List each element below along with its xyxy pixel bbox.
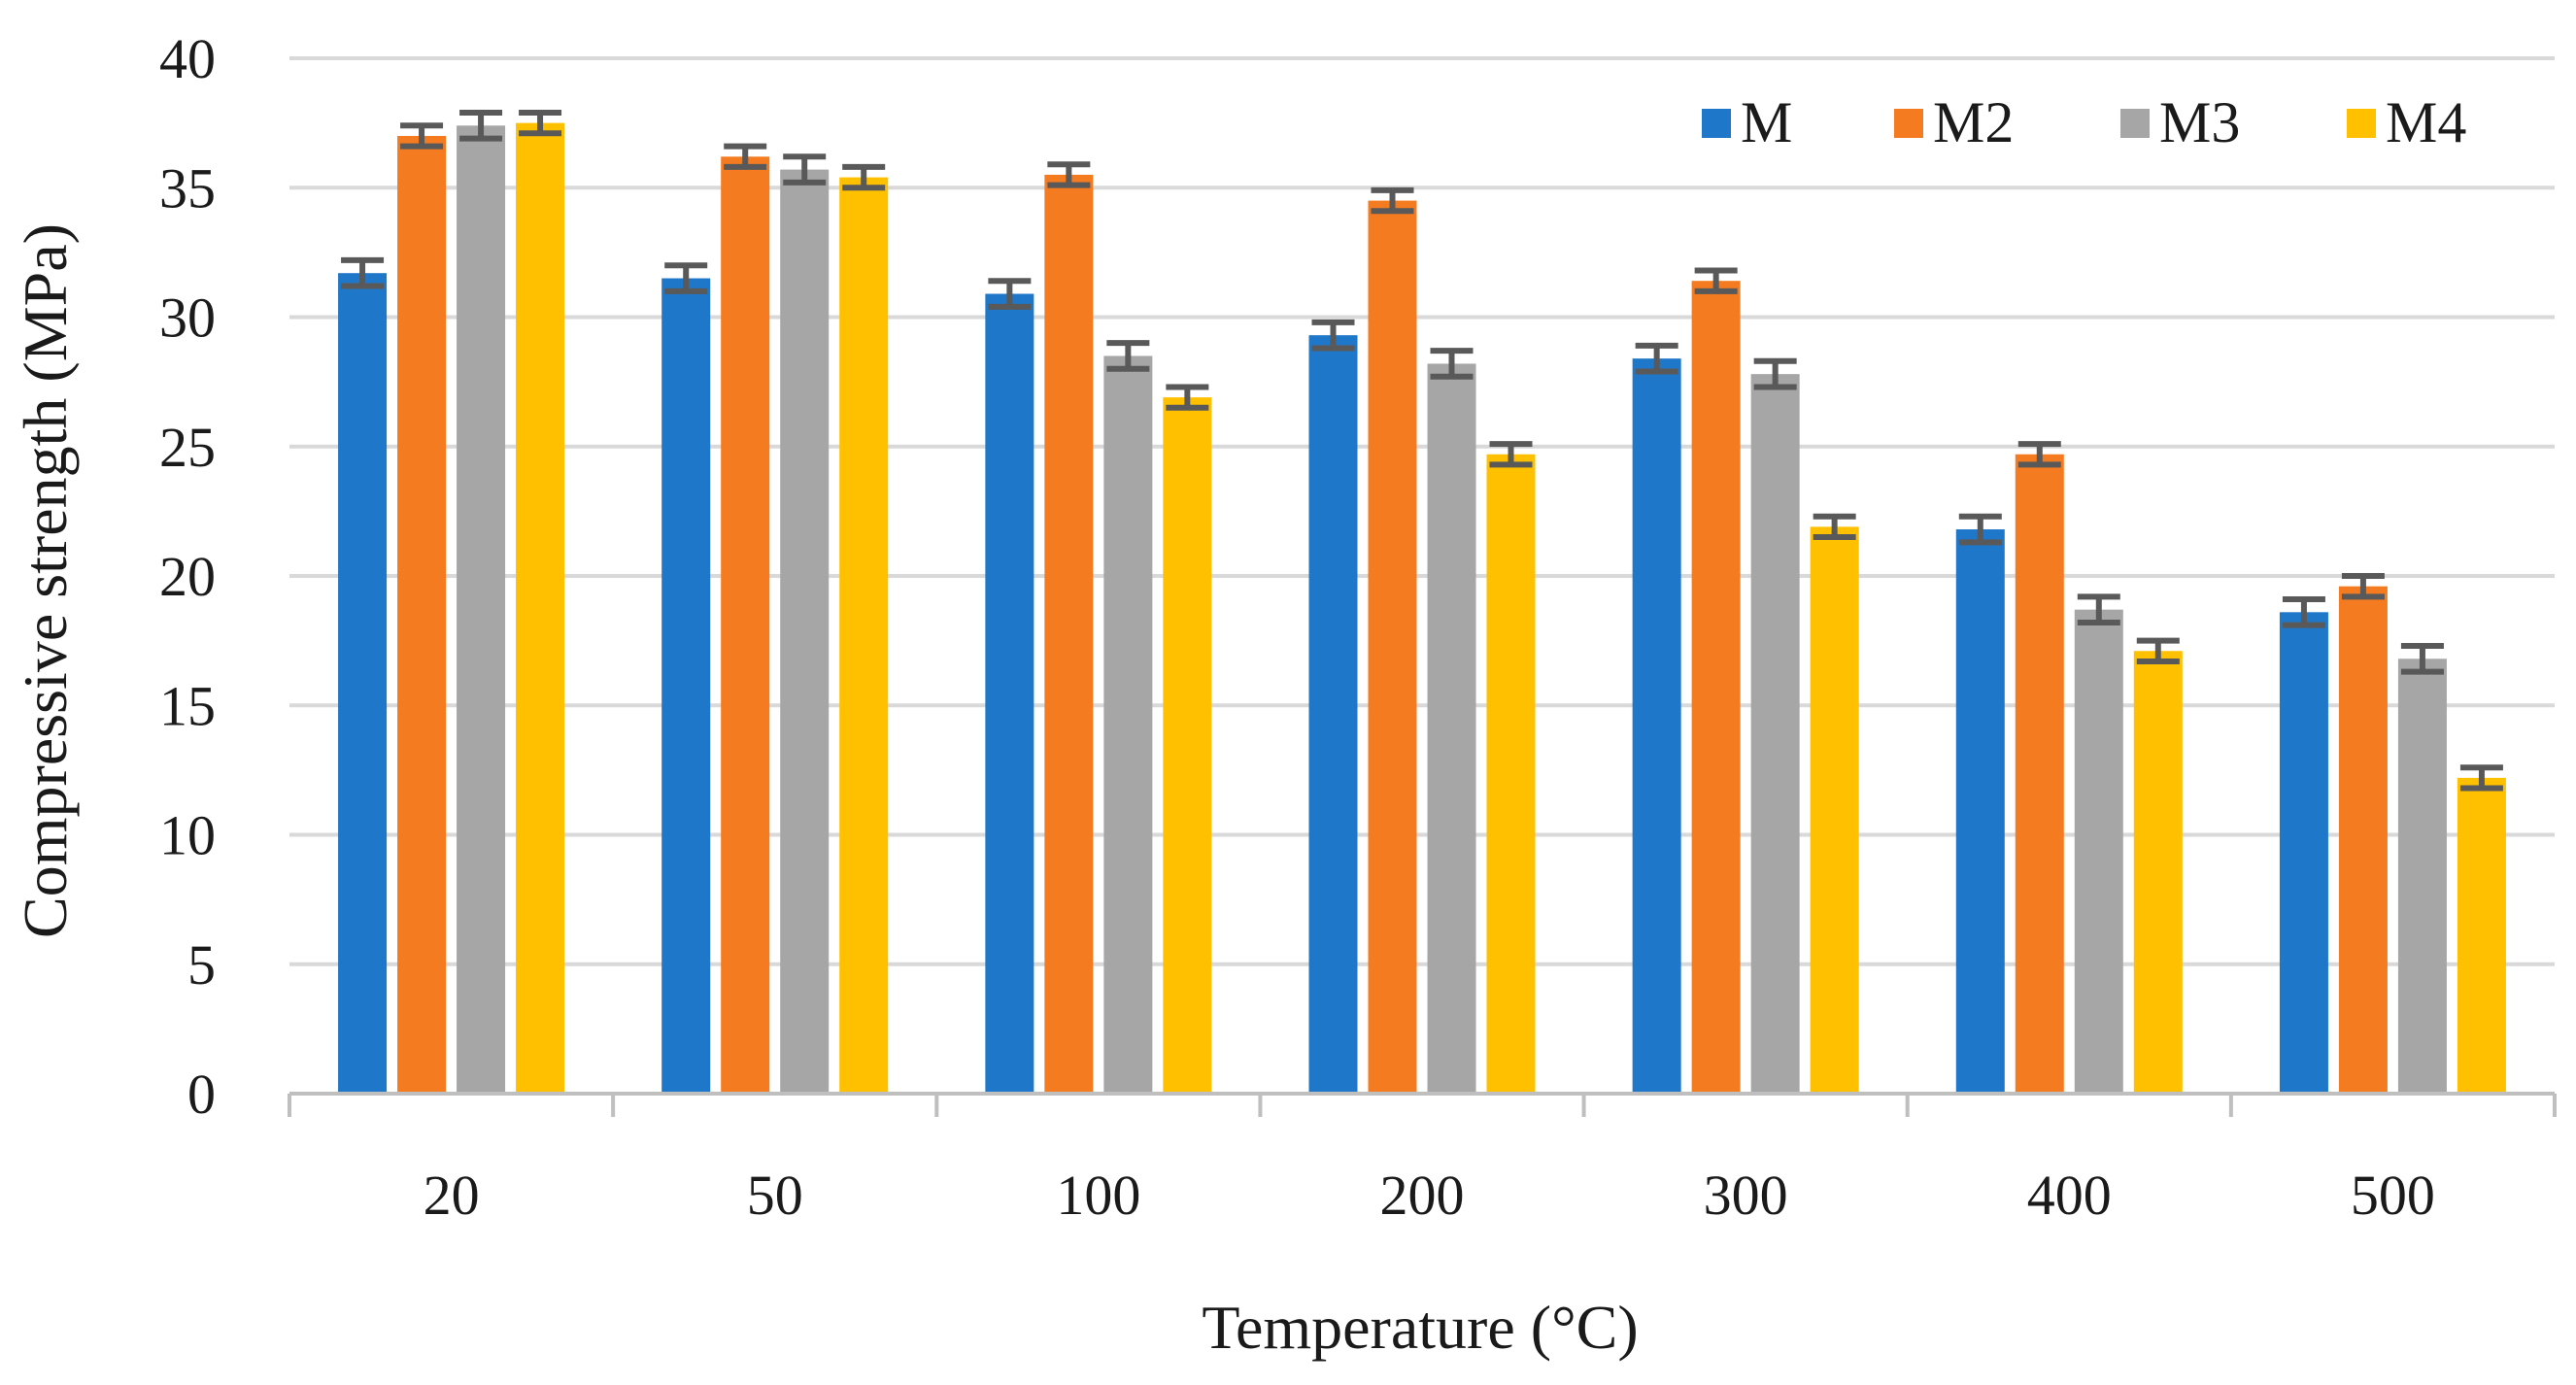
bar-m3-500 — [2397, 659, 2447, 1094]
error-bar-m3-300 — [1753, 357, 1797, 390]
x-tick-label: 200 — [1380, 1164, 1465, 1227]
bar-m3-200 — [1427, 363, 1476, 1095]
y-tick-labels: 0 5 10 15 20 25 30 35 40 — [159, 27, 216, 1126]
bar-m-400 — [1955, 529, 2005, 1094]
error-bar-m-50 — [664, 262, 708, 294]
bar-m3-50 — [780, 169, 830, 1095]
error-bar-m3-50 — [783, 153, 827, 186]
error-bar-m4-50 — [842, 163, 886, 191]
legend-swatch-m3 — [2120, 109, 2150, 138]
error-bar-m3-20 — [459, 109, 503, 142]
y-tick-label: 10 — [159, 804, 216, 867]
legend-label-m3: M3 — [2159, 90, 2240, 154]
error-bar-m4-300 — [1813, 513, 1856, 541]
error-bar-m4-100 — [1166, 384, 1209, 411]
error-bar-m2-300 — [1694, 267, 1738, 294]
bar-m2-500 — [2338, 586, 2388, 1094]
error-bar-m-100 — [988, 278, 1032, 310]
x-axis-title: Temperature (°C) — [1202, 1293, 1638, 1362]
error-bar-m-400 — [1958, 513, 2002, 546]
y-axis-title: Compressive strength (MPa) — [11, 223, 80, 938]
bar-m2-400 — [2015, 454, 2064, 1094]
y-tick-label: 5 — [187, 933, 216, 997]
y-tick-label: 20 — [159, 545, 216, 608]
x-tick-label: 500 — [2351, 1164, 2435, 1227]
error-bars — [341, 109, 2503, 792]
legend-swatch-m — [1702, 109, 1731, 138]
y-tick-label: 40 — [159, 27, 216, 90]
error-bar-m2-500 — [2341, 573, 2385, 600]
axes — [288, 1092, 2557, 1117]
bar-m4-400 — [2133, 651, 2183, 1094]
error-bar-m3-400 — [2077, 593, 2120, 625]
error-bar-m4-500 — [2459, 764, 2503, 792]
legend: M M2 M3 M4 — [1702, 90, 2466, 154]
error-bar-m2-200 — [1371, 186, 1414, 215]
error-bar-m2-20 — [400, 122, 444, 150]
bar-m4-300 — [1810, 526, 1859, 1094]
error-bar-m2-400 — [2017, 441, 2061, 468]
legend-label-m: M — [1741, 90, 1792, 154]
x-tick-label: 100 — [1056, 1164, 1140, 1227]
bar-m4-50 — [839, 177, 889, 1095]
y-tick-label: 15 — [159, 674, 216, 737]
error-bar-m3-500 — [2400, 642, 2444, 675]
x-tick-labels: 20 50 100 200 300 400 500 — [424, 1164, 2435, 1227]
bar-m-50 — [661, 278, 711, 1094]
bar-m3-300 — [1750, 374, 1800, 1094]
error-bar-m-300 — [1635, 342, 1678, 375]
bars — [338, 122, 2506, 1095]
bar-m-500 — [2279, 612, 2328, 1094]
bar-m3-100 — [1103, 355, 1153, 1095]
bar-m2-300 — [1691, 281, 1741, 1094]
x-tick-label: 20 — [424, 1164, 480, 1227]
bar-m2-100 — [1044, 174, 1094, 1095]
error-bar-m4-200 — [1489, 441, 1533, 468]
bar-m4-500 — [2457, 777, 2506, 1094]
bar-m2-20 — [397, 135, 447, 1094]
gridlines — [289, 56, 2555, 966]
error-bar-m2-100 — [1047, 161, 1091, 188]
bar-m4-20 — [516, 122, 565, 1094]
x-tick-label: 300 — [1704, 1164, 1788, 1227]
legend-label-m4: M4 — [2386, 90, 2466, 154]
error-bar-m-500 — [2282, 595, 2325, 628]
bar-m2-50 — [721, 156, 770, 1094]
bar-m3-400 — [2074, 609, 2123, 1094]
error-bar-m3-100 — [1106, 340, 1150, 372]
y-tick-label: 35 — [159, 156, 216, 220]
error-bar-m-200 — [1311, 319, 1355, 352]
bar-m3-20 — [457, 125, 506, 1095]
bar-m-100 — [985, 293, 1034, 1094]
error-bar-m4-400 — [2136, 637, 2180, 664]
error-bar-m2-50 — [724, 143, 767, 170]
bar-m-300 — [1632, 358, 1681, 1094]
error-bar-m-20 — [341, 256, 385, 289]
legend-label-m2: M2 — [1933, 90, 2014, 154]
y-tick-label: 0 — [187, 1063, 216, 1126]
x-tick-label: 400 — [2027, 1164, 2112, 1227]
bar-m4-200 — [1486, 454, 1536, 1094]
error-bar-m4-20 — [519, 109, 562, 137]
error-bar-m3-200 — [1430, 348, 1474, 380]
y-tick-label: 25 — [159, 416, 216, 479]
bar-m2-200 — [1368, 200, 1417, 1094]
bar-m-200 — [1308, 335, 1358, 1094]
y-tick-label: 30 — [159, 287, 216, 350]
x-tick-label: 50 — [747, 1164, 803, 1227]
legend-swatch-m4 — [2347, 109, 2376, 138]
bar-m4-100 — [1163, 397, 1212, 1094]
bar-m-20 — [338, 273, 388, 1094]
legend-swatch-m2 — [1894, 109, 1923, 138]
